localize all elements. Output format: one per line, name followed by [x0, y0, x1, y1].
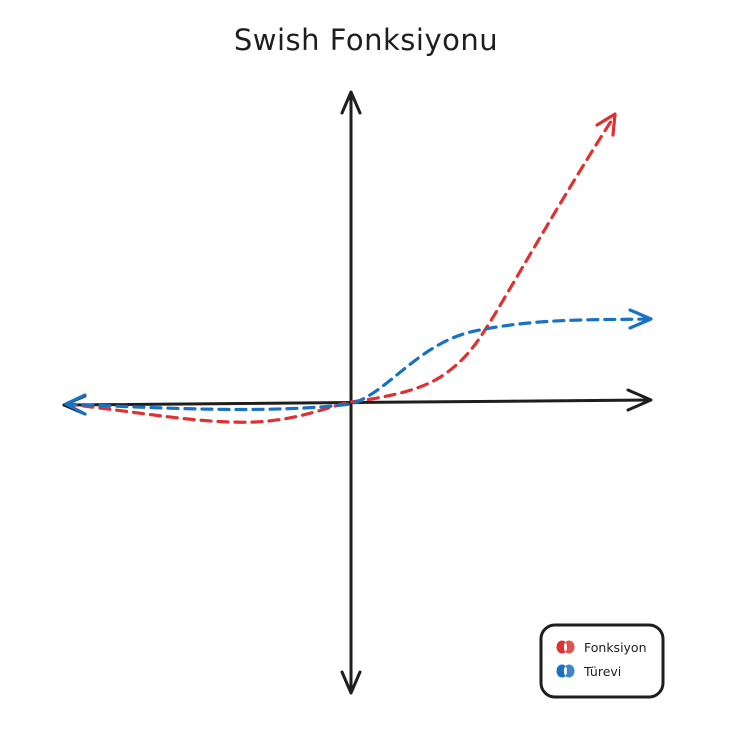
legend-label-fonksiyon: Fonksiyon	[584, 640, 647, 655]
x-axis-arrow-right	[626, 388, 653, 412]
function-curve	[64, 112, 617, 424]
blue-swatch-icon	[556, 664, 575, 678]
legend-item-fonksiyon: Fonksiyon	[556, 640, 647, 655]
function-curve-line	[64, 113, 617, 424]
y-axis-arrow-bottom	[340, 670, 362, 695]
diagram-title: Swish Fonksiyonu	[234, 23, 498, 57]
derivative-curve-arrowhead	[628, 308, 653, 330]
derivative-curve	[64, 308, 653, 416]
y-axis-arrow-top	[340, 90, 362, 115]
derivative-curve-line	[64, 317, 652, 412]
axes	[62, 90, 653, 695]
derivative-curve-tail-arrowhead	[64, 393, 87, 416]
legend-box	[539, 623, 665, 699]
legend-label-turevi: Türevi	[583, 664, 621, 679]
red-swatch-icon	[556, 640, 575, 654]
function-curve-arrowhead	[595, 112, 617, 137]
legend-item-turevi: Türevi	[556, 664, 621, 679]
legend: Fonksiyon Türevi	[539, 623, 665, 699]
